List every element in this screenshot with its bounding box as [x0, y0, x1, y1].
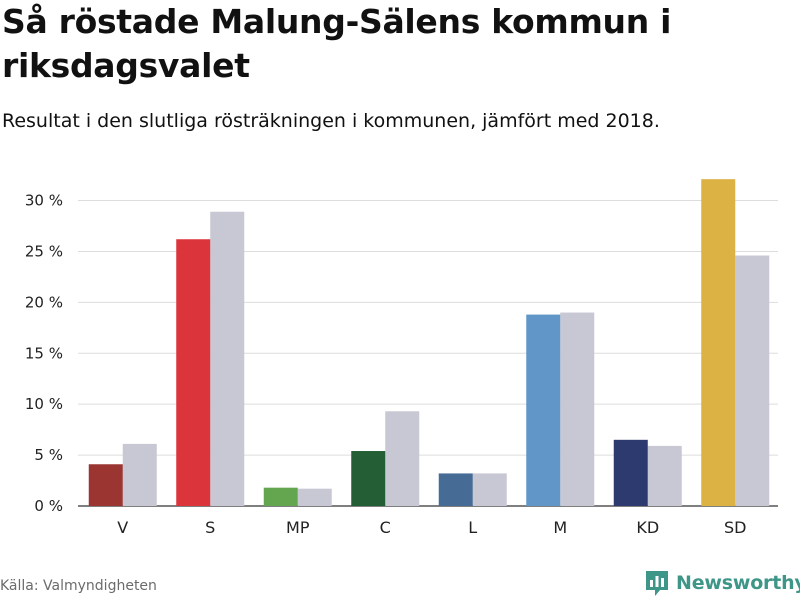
source-note: Källa: Valmyndigheten	[0, 578, 157, 594]
y-axis: 0 % 5 % 10 % 15 % 20 % 25 % 30 %	[25, 192, 63, 515]
brand-logo[interactable]: Newsworthy	[644, 568, 800, 598]
x-tick-label: L	[468, 518, 477, 537]
x-tick-label: M	[553, 518, 567, 537]
newsworthy-logo-icon	[646, 571, 668, 596]
bar-2018-sd[interactable]	[735, 255, 770, 506]
bar-2022-sd[interactable]	[701, 179, 736, 506]
bar-2022-m[interactable]	[526, 314, 561, 506]
bar-2018-c[interactable]	[385, 411, 420, 506]
x-tick-label: S	[205, 518, 215, 537]
x-tick-label: C	[380, 518, 391, 537]
y-tick-label: 30 %	[25, 192, 63, 210]
y-tick-label: 15 %	[25, 344, 63, 362]
y-tick-label: 5 %	[34, 446, 63, 464]
bar-2022-kd[interactable]	[613, 439, 648, 506]
y-tick-label: 20 %	[25, 293, 63, 311]
x-tick-label: KD	[636, 518, 659, 537]
x-tick-label: V	[117, 518, 128, 537]
bar-2022-mp[interactable]	[263, 487, 298, 506]
bar-2018-mp[interactable]	[297, 488, 332, 506]
bars	[88, 179, 770, 506]
y-tick-label: 25 %	[25, 242, 63, 260]
bar-2022-c[interactable]	[351, 451, 386, 506]
x-tick-label: MP	[286, 518, 310, 537]
brand-name: Newsworthy	[676, 572, 800, 594]
bar-2022-v[interactable]	[88, 464, 123, 506]
chart-title: Så röstade Malung-Sälens kommun i riksda…	[2, 2, 672, 85]
bar-2022-s[interactable]	[176, 239, 211, 506]
y-tick-label: 0 %	[34, 497, 63, 515]
bar-2018-l[interactable]	[472, 473, 507, 506]
x-axis: V S MP C L M KD SD	[117, 518, 746, 537]
y-tick-label: 10 %	[25, 395, 63, 413]
bar-2018-s[interactable]	[210, 211, 245, 506]
bar-2018-m[interactable]	[560, 312, 595, 506]
bar-2018-v[interactable]	[122, 443, 157, 506]
chart-subtitle: Resultat i den slutliga rösträkningen i …	[2, 110, 660, 132]
bar-2018-kd[interactable]	[647, 445, 682, 506]
bar-2022-l[interactable]	[438, 473, 473, 506]
x-tick-label: SD	[724, 518, 746, 537]
